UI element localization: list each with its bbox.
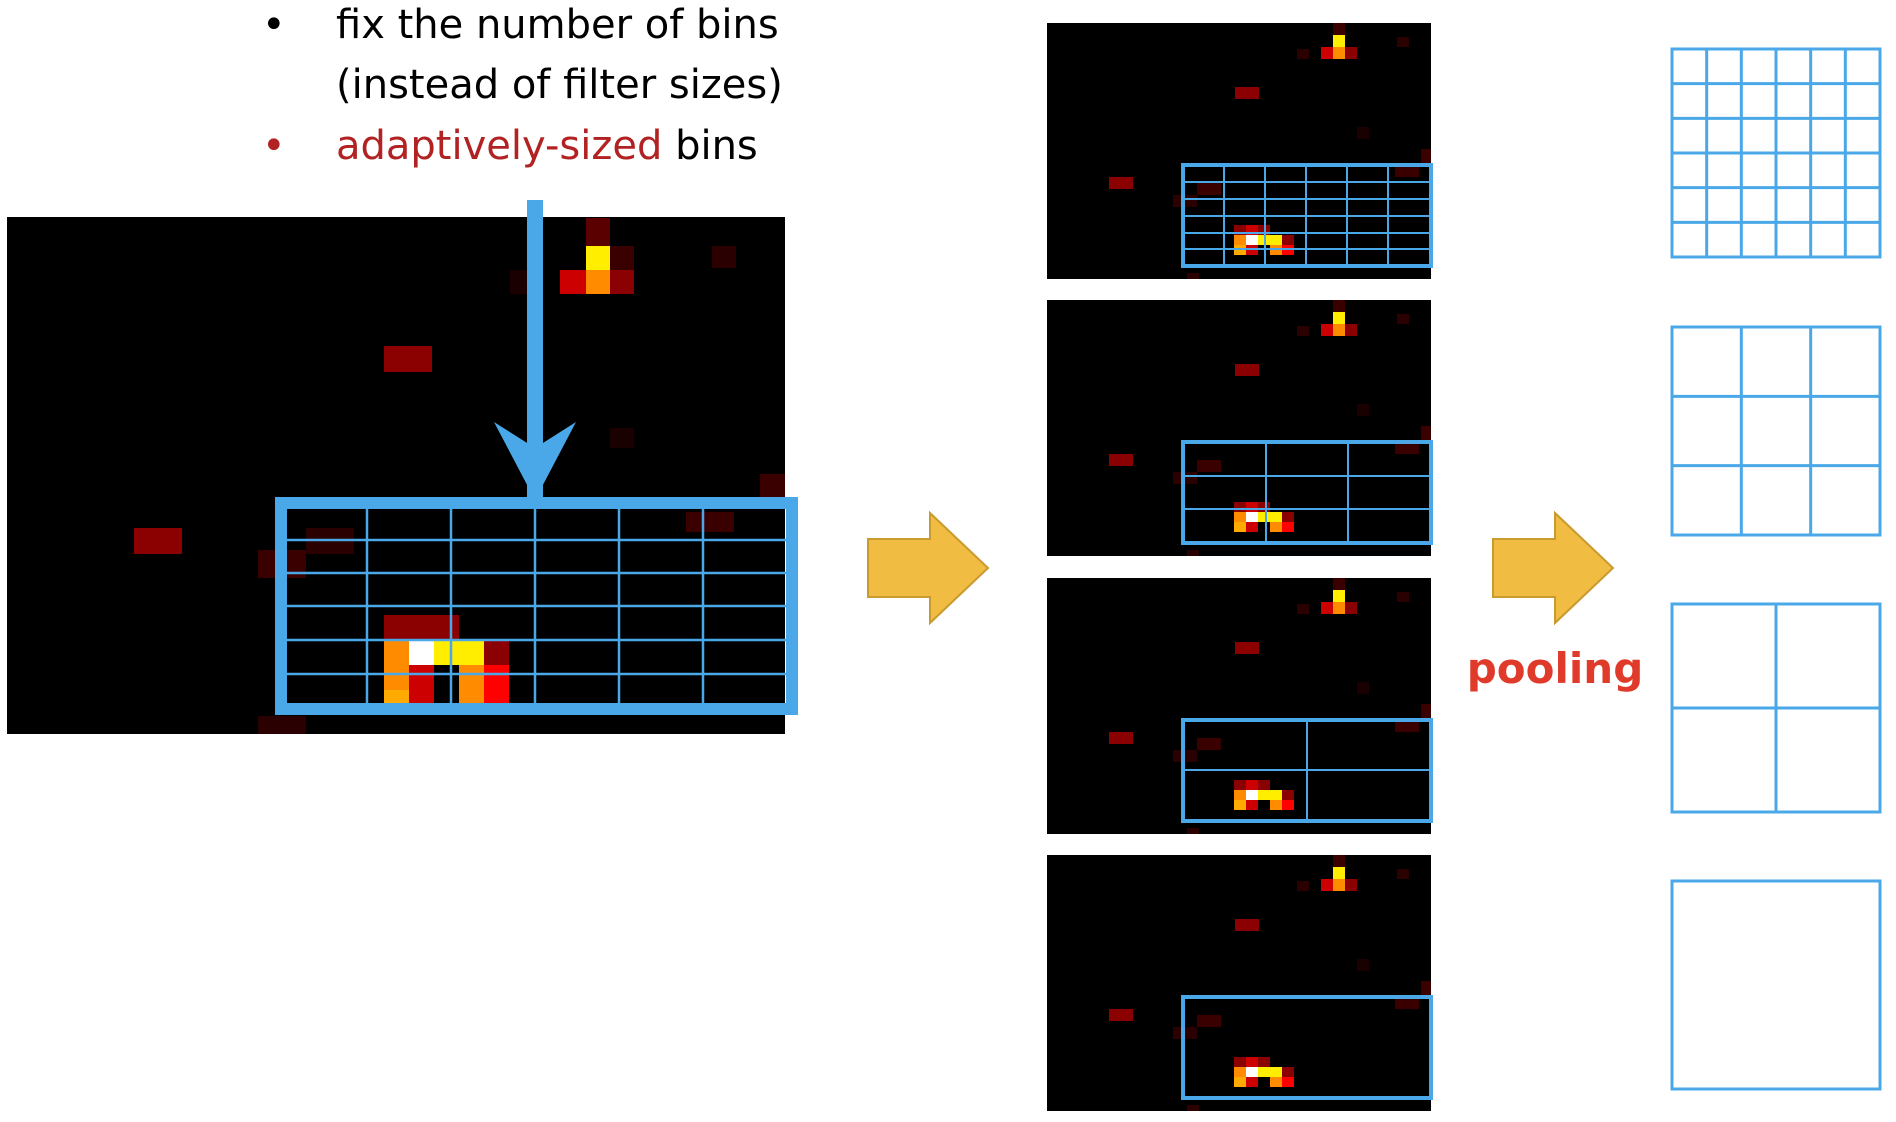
pooling-label: pooling [1467,644,1644,693]
feature-map-2x2 [1047,578,1433,834]
output-grid-3x3 [1670,325,1882,537]
bullet-1-line-1: fix the number of bins [336,2,779,48]
bullet-1-line-2: (instead of filter sizes) [336,62,783,108]
bullet-marker-1: • [262,2,286,48]
right-arrow-icon [867,510,990,626]
bullet-list: • fix the number of bins (instead of fil… [262,2,783,169]
bullet-2-rest: bins [662,123,757,169]
feature-map-1x1 [1047,855,1433,1111]
bullet-2: adaptively-sized bins [336,123,758,169]
down-arrow-icon [494,200,576,500]
output-grid-1x1 [1670,879,1882,1091]
roi-grid-large [275,497,798,715]
output-bins [1670,47,1882,1091]
feature-map-large [7,217,785,734]
feature-map-6x6 [1047,23,1433,279]
right-arrow-icon [1492,510,1615,626]
output-grid-2x2 [1670,602,1882,814]
feature-map-3x3 [1047,300,1433,556]
bullet-2-highlight: adaptively-sized [336,123,662,169]
output-grid-6x6 [1670,47,1882,259]
bullet-marker-2: • [262,123,286,169]
